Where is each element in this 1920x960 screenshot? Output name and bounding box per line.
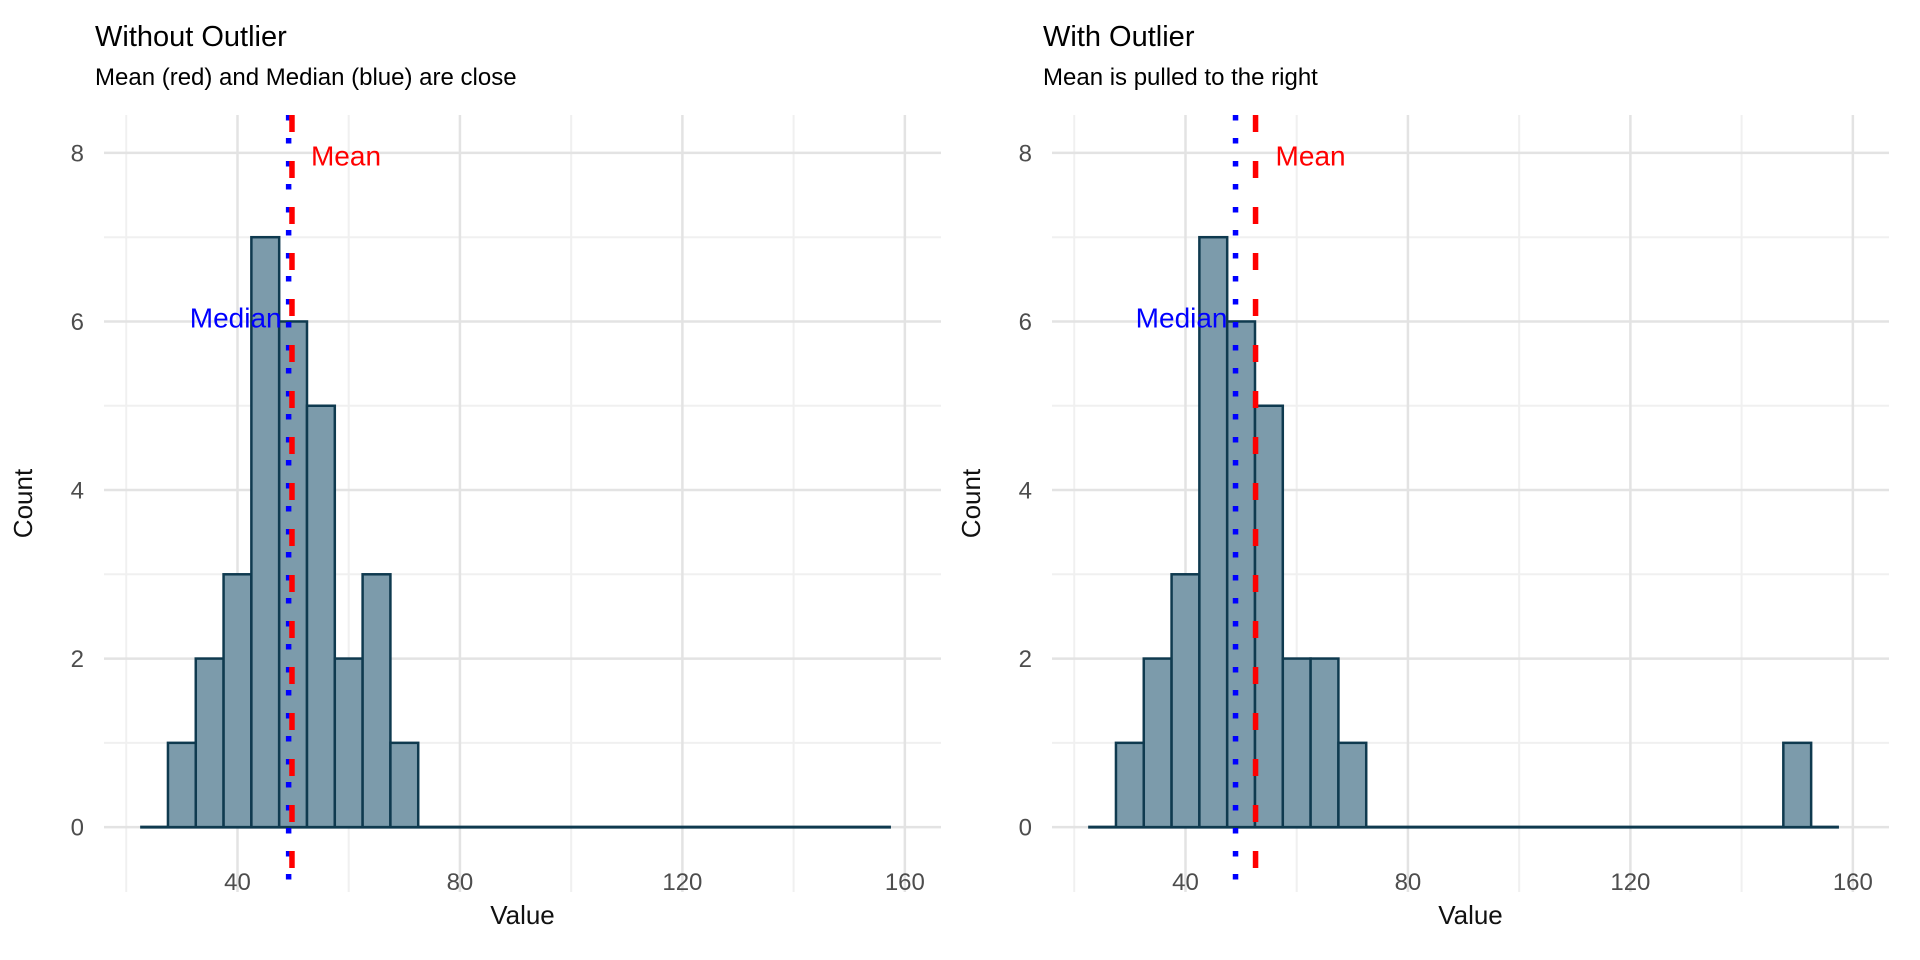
histogram-bar [1225, 320, 1257, 829]
y-tick-label: 8 [71, 140, 84, 167]
mean-label: Mean [311, 141, 381, 172]
x-axis-title: Value [490, 900, 555, 930]
y-tick-label: 6 [71, 309, 84, 336]
chart-subtitle: Mean (red) and Median (blue) are close [95, 64, 517, 91]
x-tick-label: 160 [1833, 869, 1873, 896]
histogram-bar [1281, 657, 1312, 829]
x-tick-label: 80 [1395, 869, 1422, 896]
median-label: Median [1136, 302, 1228, 333]
y-tick-label: 4 [1019, 478, 1032, 505]
histogram-bar [222, 573, 253, 829]
y-tick-label: 8 [1019, 140, 1032, 167]
histogram-bar [1782, 741, 1813, 829]
median-label: Median [190, 302, 282, 333]
histogram-panel-without-outlier: Mean Median 0 2 4 6 8 40 80 120 160 Value Count Witho… [8, 21, 941, 930]
x-tick-label: 120 [1610, 869, 1650, 896]
y-tick-label: 2 [1019, 646, 1032, 673]
y-tick-label: 6 [1019, 309, 1032, 336]
chart-title: Without Outlier [95, 21, 287, 53]
x-tick-label: 40 [224, 869, 251, 896]
x-tick-label: 160 [885, 869, 925, 896]
histogram-bar [1253, 404, 1285, 829]
chart-subtitle: Mean is pulled to the right [1043, 64, 1318, 91]
mean-label: Mean [1276, 141, 1346, 172]
y-tick-label: 0 [1019, 815, 1032, 842]
y-tick-label: 2 [71, 646, 84, 673]
histogram-bar [1114, 741, 1146, 829]
y-tick-label: 0 [71, 815, 84, 842]
histogram-bar [166, 741, 198, 829]
x-tick-label: 120 [662, 869, 702, 896]
chart-title: With Outlier [1043, 21, 1195, 53]
histogram-panel-with-outlier: Mean Median 0 2 4 6 8 40 80 120 160 Value Count With … [956, 21, 1889, 930]
histogram-bar [1309, 657, 1340, 829]
y-tick-label: 4 [71, 478, 84, 505]
histogram-bar [333, 657, 364, 829]
histogram-bar [389, 741, 420, 829]
histogram-bar [361, 573, 392, 829]
x-tick-label: 80 [447, 869, 474, 896]
histogram-bar [1337, 741, 1368, 829]
histogram-bar [1198, 235, 1229, 829]
histogram-bar [305, 404, 337, 829]
x-axis-title: Value [1438, 900, 1503, 930]
x-tick-label: 40 [1172, 869, 1199, 896]
histogram-bar [1170, 573, 1201, 829]
histogram-bar [194, 657, 225, 829]
histogram-bar [1142, 657, 1173, 829]
y-axis-title: Count [8, 468, 38, 538]
y-axis-title: Count [956, 468, 986, 538]
